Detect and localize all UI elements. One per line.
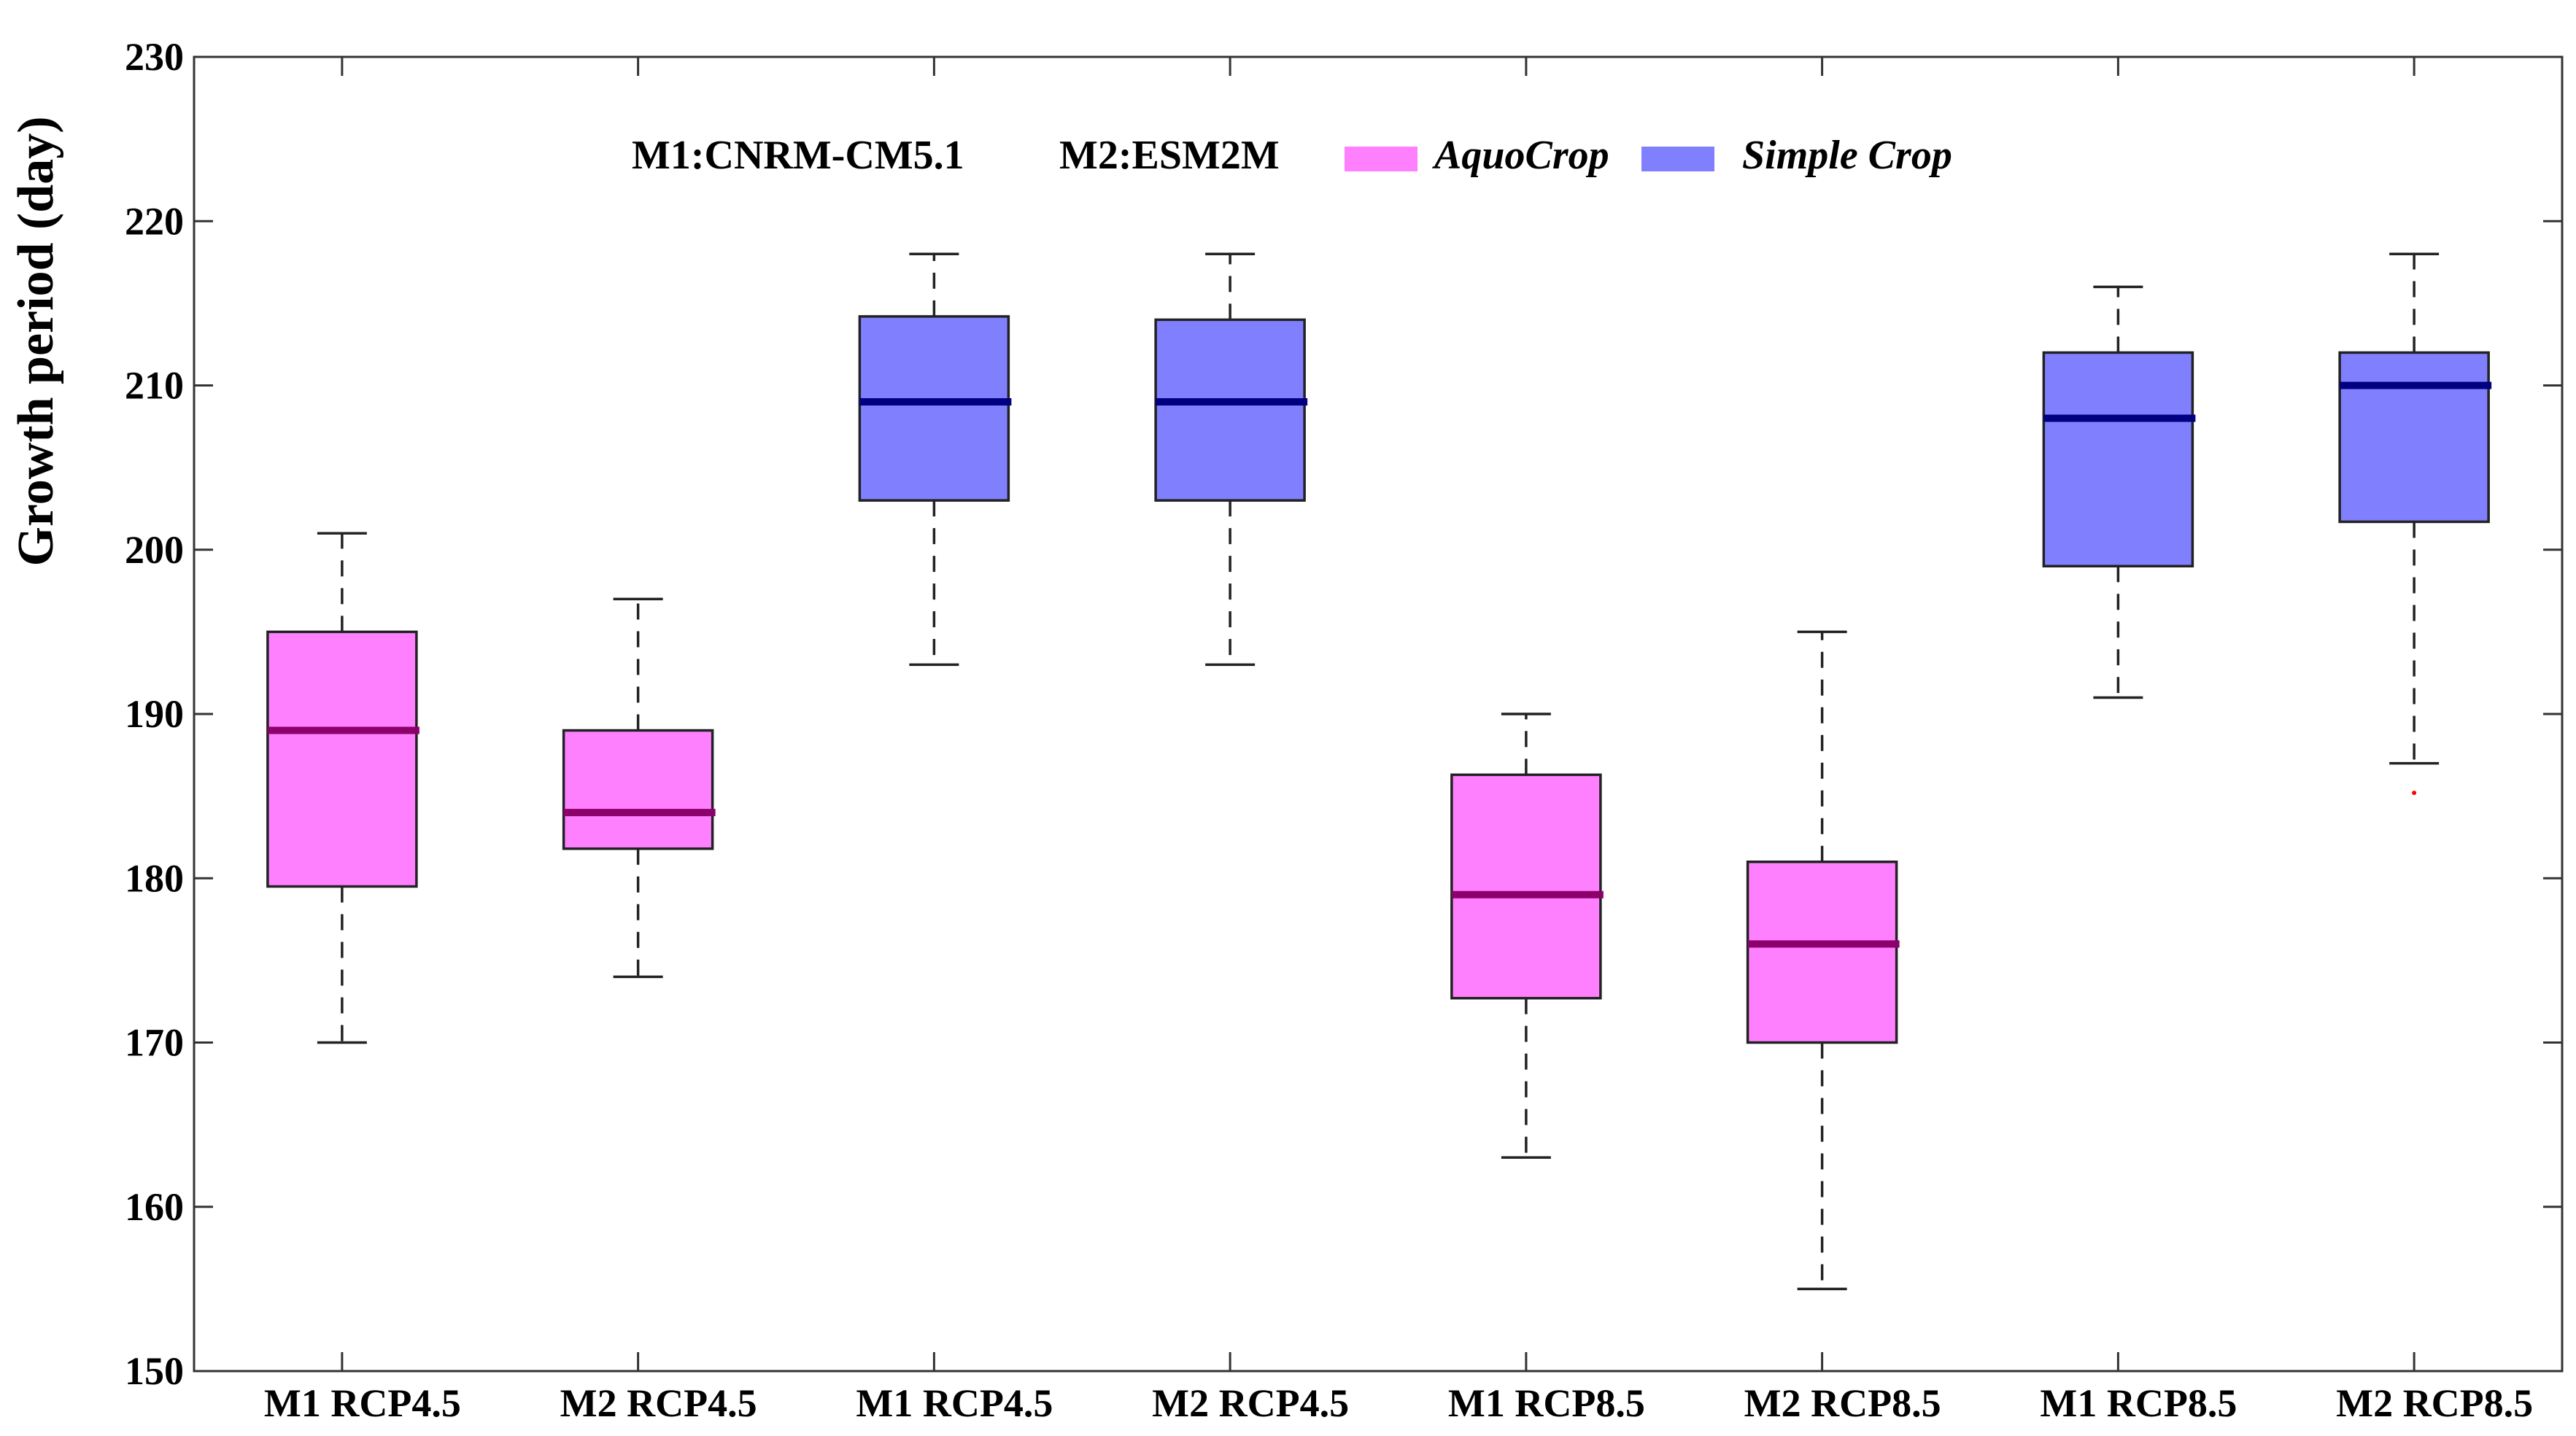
- y-tick-label: 210: [125, 364, 184, 408]
- x-axis: M1 RCP4.5 M2 RCP4.5 M1 RCP4.5 M2 RCP4.5 M1 R…: [264, 57, 2533, 1425]
- box-iqr: [2042, 351, 2194, 568]
- legend: M1:CNRM-CM5.1 M2:ESM2M AquoCrop Simple C…: [632, 133, 1952, 178]
- box-group: [1450, 713, 1604, 1159]
- box-group: [858, 252, 1012, 667]
- x-tick-label: M2 RCP8.5: [1744, 1381, 1941, 1425]
- x-tick-label: M2 RCP4.5: [1152, 1381, 1349, 1425]
- box-group: [266, 532, 419, 1044]
- x-tick-label: M2 RCP4.5: [560, 1381, 757, 1425]
- box-iqr: [562, 729, 714, 850]
- outlier-point: [2412, 791, 2417, 796]
- legend-label-aquocrop: AquoCrop: [1432, 133, 1609, 178]
- y-tick-label: 150: [125, 1349, 184, 1393]
- box-group: [2338, 252, 2492, 796]
- box-iqr: [1450, 773, 1602, 1000]
- y-axis: 150 160 170 180 190 200 210 220 230: [125, 35, 2562, 1393]
- box-iqr: [858, 315, 1010, 502]
- box-iqr: [266, 630, 418, 888]
- y-tick-label: 160: [125, 1185, 184, 1229]
- x-tick-label: M1 RCP8.5: [2040, 1381, 2237, 1425]
- box-group: [1746, 630, 1900, 1291]
- legend-label-simple-crop: Simple Crop: [1742, 133, 1952, 178]
- y-tick-label: 220: [125, 199, 184, 243]
- box-group: [562, 597, 716, 979]
- y-tick-label: 200: [125, 528, 184, 572]
- x-tick-label: M2 RCP8.5: [2336, 1381, 2533, 1425]
- legend-swatch-aquocrop: [1345, 147, 1417, 171]
- legend-model-key-1: M1:CNRM-CM5.1: [632, 133, 964, 178]
- y-axis-title: Growth period (day): [8, 116, 64, 566]
- y-tick-label: 190: [125, 692, 184, 736]
- y-tick-label: 180: [125, 856, 184, 900]
- boxes-layer: [266, 252, 2492, 1291]
- box-iqr: [2338, 351, 2490, 524]
- box-iqr: [1154, 318, 1306, 502]
- y-tick-label: 230: [125, 35, 184, 79]
- x-tick-label: M1 RCP4.5: [264, 1381, 461, 1425]
- box-iqr: [1746, 860, 1898, 1044]
- x-tick-label: M1 RCP8.5: [1448, 1381, 1645, 1425]
- y-tick-label: 170: [125, 1021, 184, 1065]
- legend-swatch-simple-crop: [1641, 147, 1714, 171]
- box-group: [2042, 285, 2196, 699]
- x-tick-label: M1 RCP4.5: [856, 1381, 1053, 1425]
- legend-model-key-2: M2:ESM2M: [1059, 133, 1280, 178]
- box-group: [1154, 252, 1308, 667]
